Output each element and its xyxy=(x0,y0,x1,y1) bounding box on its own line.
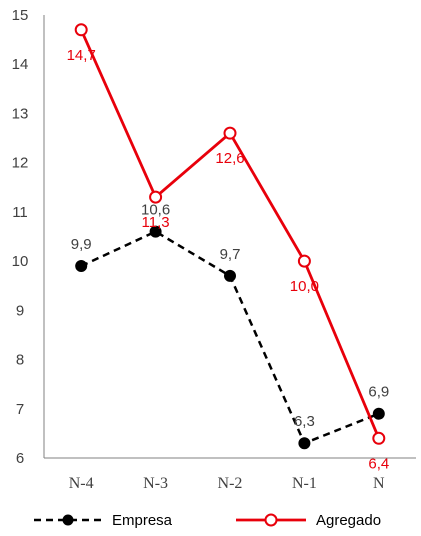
data-label: 10,0 xyxy=(290,278,319,295)
data-label: 9,7 xyxy=(220,246,241,263)
y-tick-label: 15 xyxy=(12,7,29,24)
data-point xyxy=(149,225,162,238)
series-line-agregado xyxy=(79,29,381,439)
y-tick-label: 12 xyxy=(12,155,29,172)
data-point xyxy=(224,269,236,282)
data-label: 10,6 xyxy=(141,202,170,219)
data-point xyxy=(74,23,88,37)
data-labels: 9,9 10,6 9,7 6,3 6,9 14,7 11,3 12,6 10,0 6,4 xyxy=(67,47,390,473)
data-label: 6,4 xyxy=(368,455,389,472)
y-tick-label: 10 xyxy=(12,253,29,270)
y-tick-label: 11 xyxy=(12,204,28,221)
data-label: 6,3 xyxy=(294,413,315,430)
data-point xyxy=(149,190,163,204)
x-tick-label: N-4 xyxy=(69,475,94,492)
data-point xyxy=(297,254,311,268)
data-point xyxy=(298,437,311,450)
y-tick-label: 14 xyxy=(12,56,29,73)
data-label: 14,7 xyxy=(67,47,96,64)
x-tick-label: N-1 xyxy=(292,475,317,492)
legend: Empresa Agregado xyxy=(34,512,381,529)
data-label: 9,9 xyxy=(71,236,92,253)
legend-label: Empresa xyxy=(112,512,173,529)
x-axis-ticks: N-4 N-3 N-2 N-1 N xyxy=(69,475,385,492)
y-tick-label: 9 xyxy=(16,302,24,319)
y-axis-ticks: 6 7 8 9 10 11 12 13 14 15 xyxy=(12,7,29,467)
series-markers xyxy=(74,23,386,450)
y-tick-label: 6 xyxy=(16,450,24,467)
data-label: 12,6 xyxy=(215,150,244,167)
x-tick-label: N xyxy=(373,475,385,492)
legend-swatch-marker xyxy=(62,514,74,526)
data-point xyxy=(372,431,386,445)
data-point xyxy=(75,260,88,273)
x-tick-label: N-3 xyxy=(143,475,168,492)
legend-swatch-marker xyxy=(264,513,278,527)
x-tick-label: N-2 xyxy=(218,475,243,492)
series-line-empresa xyxy=(80,230,380,445)
data-label: 11,3 xyxy=(142,214,170,231)
series-lines xyxy=(79,29,381,445)
y-tick-label: 8 xyxy=(16,352,24,369)
data-point xyxy=(223,126,237,140)
axes xyxy=(43,15,416,459)
data-label: 6,9 xyxy=(368,384,389,401)
data-point xyxy=(372,407,385,420)
y-tick-label: 13 xyxy=(12,105,29,122)
y-tick-label: 7 xyxy=(16,401,24,418)
legend-label: Agregado xyxy=(316,512,381,529)
